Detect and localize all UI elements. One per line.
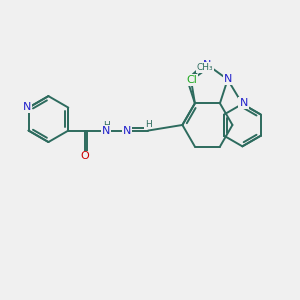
Text: O: O <box>80 152 89 161</box>
Text: H: H <box>103 121 110 130</box>
Text: Cl: Cl <box>187 75 197 85</box>
Text: CH₃: CH₃ <box>196 63 213 72</box>
Text: N: N <box>101 126 110 136</box>
Text: N: N <box>23 102 31 112</box>
Text: N: N <box>239 98 248 108</box>
Text: N: N <box>224 74 232 85</box>
Text: N: N <box>123 126 131 136</box>
Text: H: H <box>145 120 152 129</box>
Text: N: N <box>203 60 212 70</box>
